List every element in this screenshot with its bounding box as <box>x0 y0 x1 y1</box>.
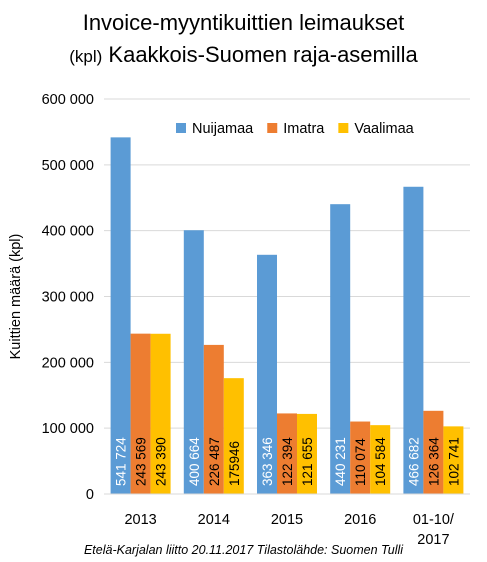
y-tick-label: 600 000 <box>42 92 94 108</box>
bar <box>370 425 391 494</box>
x-tick-label: 2013 <box>124 512 156 528</box>
legend-label: Vaalimaa <box>354 121 414 137</box>
x-tick-label: 01-10/ <box>413 512 455 528</box>
data-label: 110 074 <box>353 438 368 486</box>
bar <box>443 426 464 494</box>
y-tick-label: 0 <box>86 487 94 503</box>
data-label: 243 569 <box>134 437 149 486</box>
x-tick-label: 2017 <box>417 532 449 548</box>
chart-title-line1: Invoice-myyntikuittien leimaukset <box>82 10 405 35</box>
bar <box>203 344 224 494</box>
x-tick-label: 2014 <box>198 512 230 528</box>
bar <box>183 230 204 494</box>
x-tick-label: 2016 <box>344 512 376 528</box>
data-label: 175946 <box>227 441 242 486</box>
data-label: 440 231 <box>333 437 348 486</box>
legend-swatch <box>338 123 349 133</box>
source-note: Etelä-Karjalan liitto 20.11.2017 Tilasto… <box>83 543 404 557</box>
legend-label: Nuijamaa <box>192 121 254 137</box>
legend-label: Imatra <box>283 121 325 137</box>
y-tick-label: 200 000 <box>42 355 94 371</box>
chart-title-rest: Kaakkois-Suomen raja-asemilla <box>108 42 418 67</box>
bar <box>403 186 424 494</box>
data-label: 126 364 <box>426 437 441 486</box>
legend-swatch <box>176 123 186 133</box>
y-tick-label: 400 000 <box>42 224 94 240</box>
data-label: 466 682 <box>406 437 421 486</box>
y-axis-title: Kuittien määrä (kpl) <box>8 234 24 360</box>
data-label: 102 741 <box>446 437 461 486</box>
data-label: 243 390 <box>154 437 169 486</box>
data-label: 104 584 <box>373 437 388 486</box>
data-label: 363 346 <box>260 437 275 486</box>
bar <box>297 413 317 494</box>
y-tick-label: 500 000 <box>42 158 94 174</box>
data-label: 121 655 <box>300 437 315 486</box>
bar <box>423 410 444 494</box>
data-label: 541 724 <box>114 437 129 486</box>
bar <box>110 137 131 494</box>
y-tick-label: 300 000 <box>42 290 94 306</box>
bar <box>277 413 297 494</box>
data-label: 122 394 <box>280 437 295 486</box>
bar <box>223 378 244 494</box>
bar <box>350 421 371 494</box>
y-tick-label: 100 000 <box>42 421 94 437</box>
bar <box>330 204 351 494</box>
legend-swatch <box>267 123 278 133</box>
bar <box>130 333 151 494</box>
chart-title-unit: (kpl) <box>69 47 103 66</box>
chart-title-line2: (kpl) Kaakkois-Suomen raja-asemilla <box>0 42 487 68</box>
x-tick-label: 2015 <box>271 512 303 528</box>
data-label: 400 664 <box>187 437 202 486</box>
bar <box>257 254 277 494</box>
bar <box>150 333 171 494</box>
data-label: 226 487 <box>207 437 222 486</box>
